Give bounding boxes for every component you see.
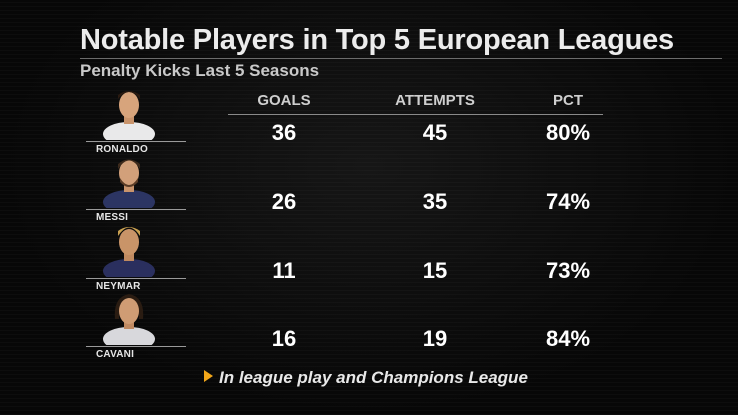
player-divider [86, 141, 186, 142]
player-divider [86, 278, 186, 279]
column-header-pct: PCT [553, 92, 583, 109]
cell-pct: 73% [545, 258, 591, 283]
player-name: MESSI [96, 212, 129, 223]
player-name: CAVANI [96, 349, 135, 360]
footnote-text: In league play and Champions League [219, 368, 528, 387]
player-photo-icon [103, 294, 155, 345]
cell-pct: 80% [545, 120, 591, 145]
player-divider [86, 209, 186, 210]
player-name: RONALDO [96, 144, 148, 155]
cell-goals: 26 [271, 189, 297, 214]
column-header-attempts: ATTEMPTS [395, 92, 475, 109]
player-photo-icon [103, 91, 155, 140]
cell-attempts: 45 [422, 120, 448, 145]
cell-attempts: 15 [422, 258, 448, 283]
player-divider [86, 346, 186, 347]
player-photo-icon [103, 227, 155, 277]
title-divider [80, 58, 722, 59]
play-arrow-icon [204, 370, 213, 382]
cell-attempts: 19 [422, 326, 448, 351]
cell-goals: 16 [271, 326, 297, 351]
player-name: NEYMAR [96, 281, 141, 292]
footnote: In league play and Champions League [204, 368, 528, 388]
cell-pct: 74% [545, 189, 591, 214]
chart-title: Notable Players in Top 5 European League… [80, 24, 674, 56]
header-divider [228, 114, 603, 115]
cell-attempts: 35 [422, 189, 448, 214]
cell-goals: 11 [272, 258, 296, 283]
cell-pct: 84% [545, 326, 591, 351]
cell-goals: 36 [271, 120, 297, 145]
chart-subtitle: Penalty Kicks Last 5 Seasons [80, 61, 320, 80]
column-header-goals: GOALS [257, 92, 311, 109]
player-photo-icon [103, 159, 155, 208]
